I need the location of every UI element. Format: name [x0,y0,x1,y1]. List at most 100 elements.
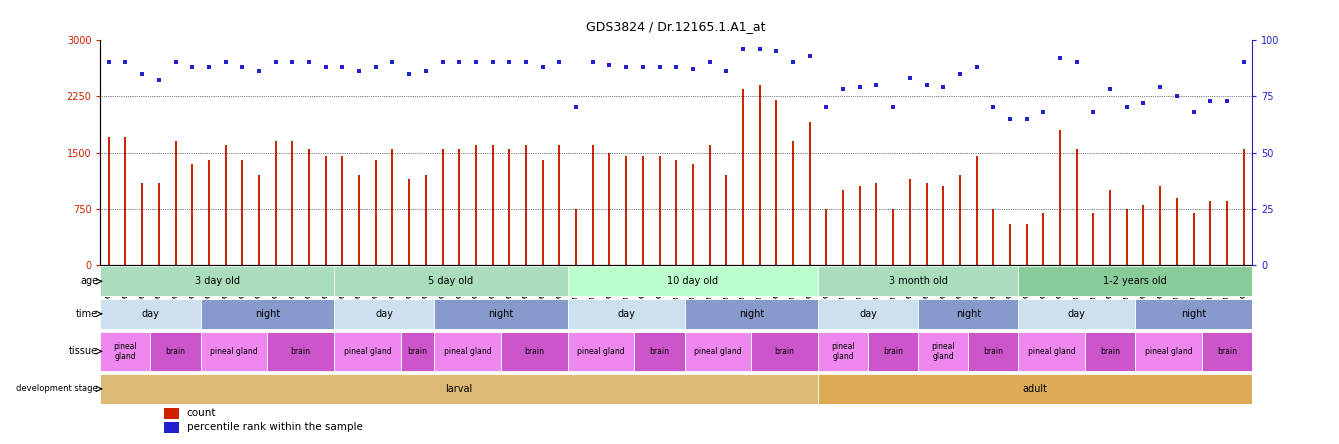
Bar [201,332,268,371]
Text: 5 day old: 5 day old [428,276,474,286]
Point [248,68,269,75]
Bar [1202,332,1252,371]
Point [699,59,720,66]
Bar [684,332,751,371]
Point [149,77,170,84]
Text: time: time [76,309,98,319]
Point [732,45,754,52]
Bar [868,332,919,371]
Point [131,70,153,77]
Bar [1019,299,1135,329]
Text: pineal
gland: pineal gland [932,341,955,361]
Point [582,59,604,66]
Point [782,59,803,66]
Text: brain: brain [407,347,427,356]
Point [999,115,1020,122]
Point [1133,99,1154,107]
Text: 3 day old: 3 day old [194,276,240,286]
Bar [1019,266,1252,296]
Text: brain: brain [649,347,670,356]
Text: night: night [1181,309,1206,319]
Text: pineal gland: pineal gland [577,347,625,356]
Point [616,63,637,71]
Point [399,70,420,77]
Point [749,45,770,52]
Bar [1085,332,1135,371]
Text: night: night [489,309,514,319]
Point [214,59,236,66]
Text: day: day [375,309,394,319]
Bar [400,332,434,371]
Text: brain: brain [166,347,186,356]
Bar [818,332,868,371]
Text: pineal gland: pineal gland [1028,347,1075,356]
Text: pineal
gland: pineal gland [832,341,854,361]
Bar [1135,299,1252,329]
Point [549,59,570,66]
Text: brain: brain [775,347,794,356]
Text: count: count [187,408,217,418]
Bar [100,374,818,404]
Point [382,59,403,66]
Point [265,59,287,66]
Bar [818,374,1252,404]
Point [565,104,586,111]
Point [516,59,537,66]
Point [949,70,971,77]
Bar [268,332,333,371]
Text: development stage: development stage [16,385,98,393]
Text: 10 day old: 10 day old [667,276,719,286]
Text: larval: larval [446,384,473,394]
Point [332,63,353,71]
Point [532,63,553,71]
Text: brain: brain [525,347,545,356]
Text: night: night [956,309,981,319]
Bar [919,299,1019,329]
Bar [100,266,333,296]
Text: day: day [860,309,877,319]
Text: pineal gland: pineal gland [443,347,491,356]
Text: pineal gland: pineal gland [1145,347,1192,356]
Point [115,59,137,66]
Point [1083,108,1105,115]
Point [1050,55,1071,62]
Point [1233,59,1255,66]
Point [715,68,736,75]
Text: brain: brain [983,347,1003,356]
Point [766,48,787,55]
Bar [150,332,201,371]
Point [299,59,320,66]
Point [932,83,953,91]
Text: brain: brain [1101,347,1121,356]
Point [965,63,987,71]
Point [232,63,253,71]
Bar [968,332,1019,371]
Point [98,59,119,66]
Point [866,81,888,88]
Text: day: day [1067,309,1086,319]
Point [632,63,653,71]
Bar [100,332,150,371]
Bar [568,266,818,296]
Point [882,104,904,111]
Point [165,59,186,66]
Point [315,63,336,71]
Point [815,104,837,111]
Point [498,59,520,66]
Point [366,63,387,71]
Text: night: night [739,309,765,319]
Point [432,59,454,66]
Point [1200,97,1221,104]
Text: night: night [254,309,280,319]
Bar [635,332,684,371]
Bar [568,332,635,371]
Point [415,68,437,75]
Point [1032,108,1054,115]
Bar [818,266,1019,296]
Bar [163,422,178,433]
Point [182,63,204,71]
Text: GDS3824 / Dr.12165.1.A1_at: GDS3824 / Dr.12165.1.A1_at [586,20,766,33]
Point [682,66,703,73]
Text: brain: brain [291,347,311,356]
Point [348,68,370,75]
